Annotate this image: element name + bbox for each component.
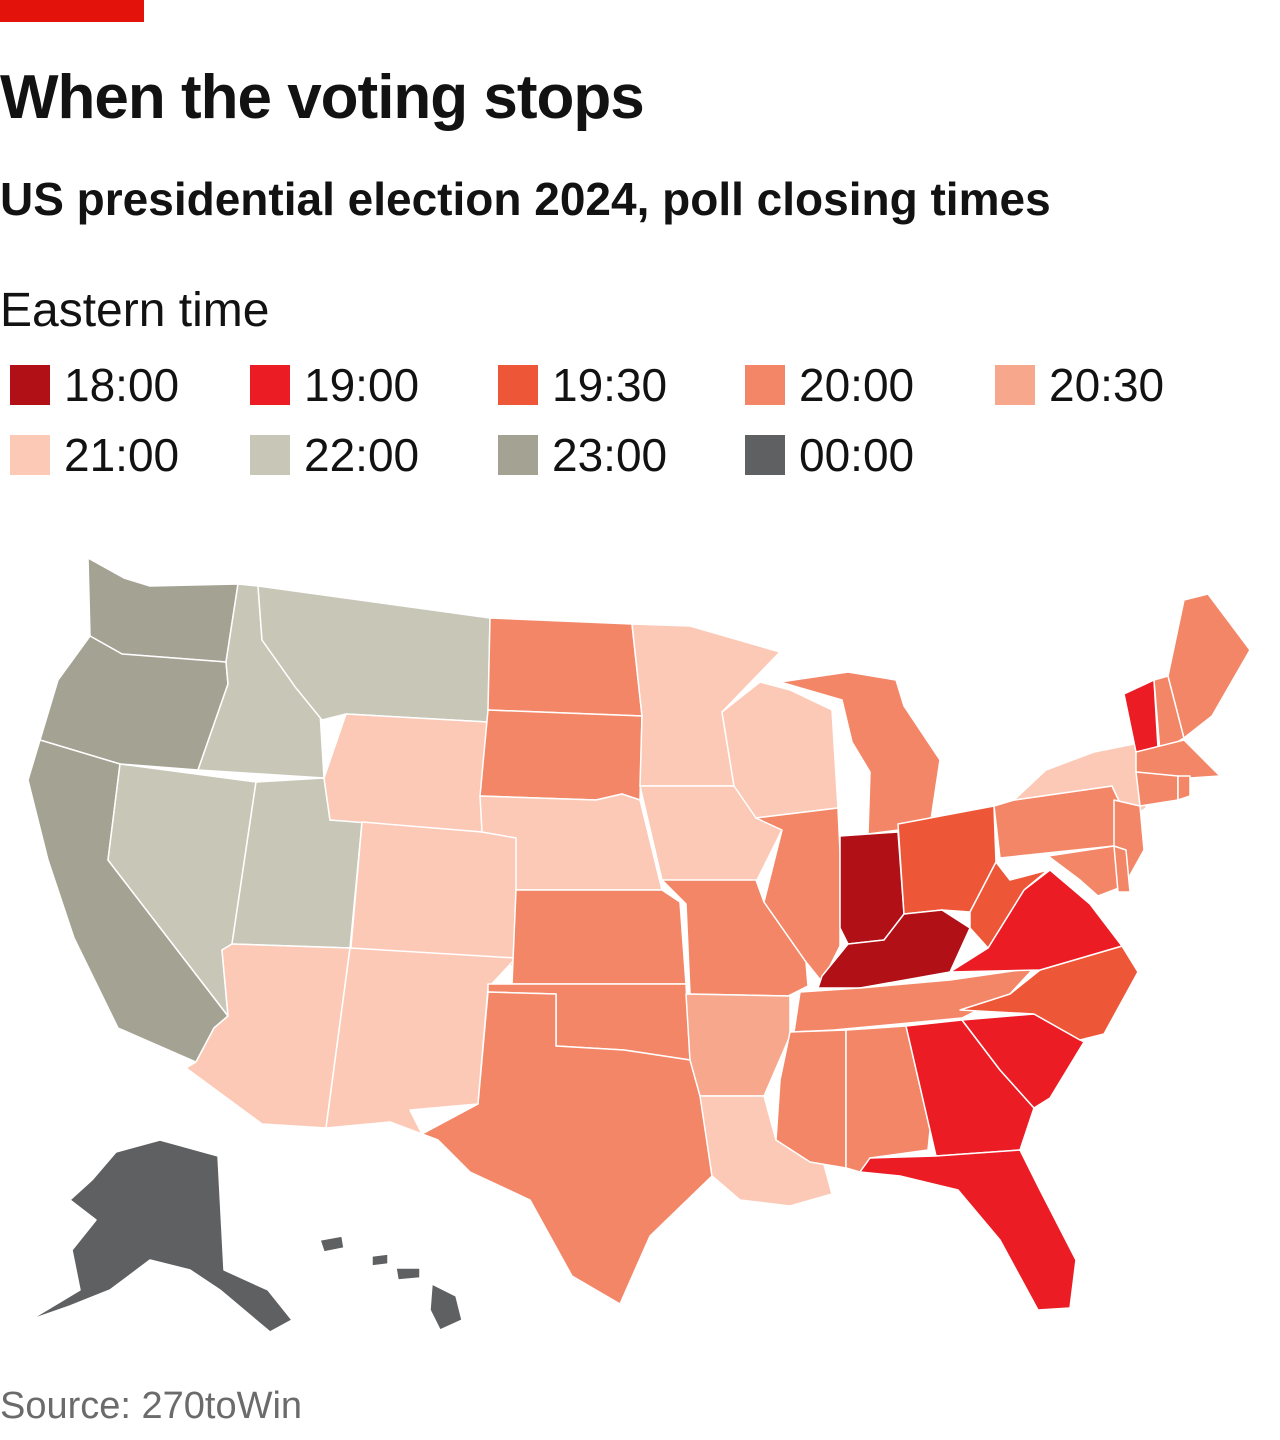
state-ct: [1135, 771, 1179, 807]
state-hi: [319, 1235, 463, 1331]
state-ky: [817, 909, 971, 989]
state-wy: [323, 713, 489, 833]
legend-label: 23:00: [552, 429, 668, 481]
state-wi: [721, 681, 839, 819]
state-mo: [661, 879, 809, 997]
state-la: [699, 1095, 833, 1207]
chart-subtitle: US presidential election 2024, poll clos…: [0, 173, 1051, 225]
state-nm: [325, 947, 517, 1135]
legend-item-2000: 20:00: [735, 358, 914, 412]
legend-item-1900: 19:00: [240, 358, 419, 412]
legend-swatch: [250, 435, 290, 475]
legend-label: 19:00: [304, 359, 420, 411]
state-tx: [421, 991, 713, 1305]
legend-label: 21:00: [64, 429, 180, 481]
legend-swatch: [995, 365, 1035, 405]
state-fl: [859, 1149, 1077, 1311]
state-me: [1167, 593, 1251, 739]
legend-label: 00:00: [799, 429, 915, 481]
us-map: [27, 557, 1251, 1333]
state-md: [1047, 845, 1125, 897]
legend-item-1800: 18:00: [0, 358, 179, 412]
state-co: [349, 821, 527, 967]
legend-label: 22:00: [304, 429, 420, 481]
legend-item-2300: 23:00: [488, 428, 667, 482]
legend-title: Eastern time: [0, 284, 270, 337]
source-note: Source: 270toWin: [0, 1385, 303, 1427]
state-wa: [87, 557, 239, 663]
legend-item-0000: 00:00: [735, 428, 914, 482]
state-ak: [29, 1139, 293, 1333]
legend-label: 19:30: [552, 359, 668, 411]
legend-item-2100: 21:00: [0, 428, 179, 482]
state-vt: [1123, 679, 1159, 753]
state-nd: [487, 617, 643, 717]
legend-swatch: [745, 435, 785, 475]
state-de: [1113, 845, 1131, 893]
legend-swatch: [498, 365, 538, 405]
state-ks: [511, 889, 687, 985]
state-nc: [959, 945, 1139, 1041]
legend-swatch: [10, 435, 50, 475]
chart-title: When the voting stops: [0, 63, 645, 132]
legend-label: 20:30: [1049, 359, 1165, 411]
legend-item-1930: 19:30: [488, 358, 667, 412]
state-wv: [969, 861, 1049, 949]
legend-swatch: [10, 365, 50, 405]
legend-swatch: [745, 365, 785, 405]
legend-label: 20:00: [799, 359, 915, 411]
legend-swatch: [250, 365, 290, 405]
legend-item-2200: 22:00: [240, 428, 419, 482]
accent-bar: [0, 0, 144, 22]
state-ar: [685, 993, 791, 1097]
state-ri: [1177, 775, 1191, 801]
legend-item-2030: 20:30: [985, 358, 1164, 412]
legend-swatch: [498, 435, 538, 475]
state-sd: [479, 709, 643, 801]
state-ms: [775, 1029, 847, 1169]
legend-label: 18:00: [64, 359, 180, 411]
